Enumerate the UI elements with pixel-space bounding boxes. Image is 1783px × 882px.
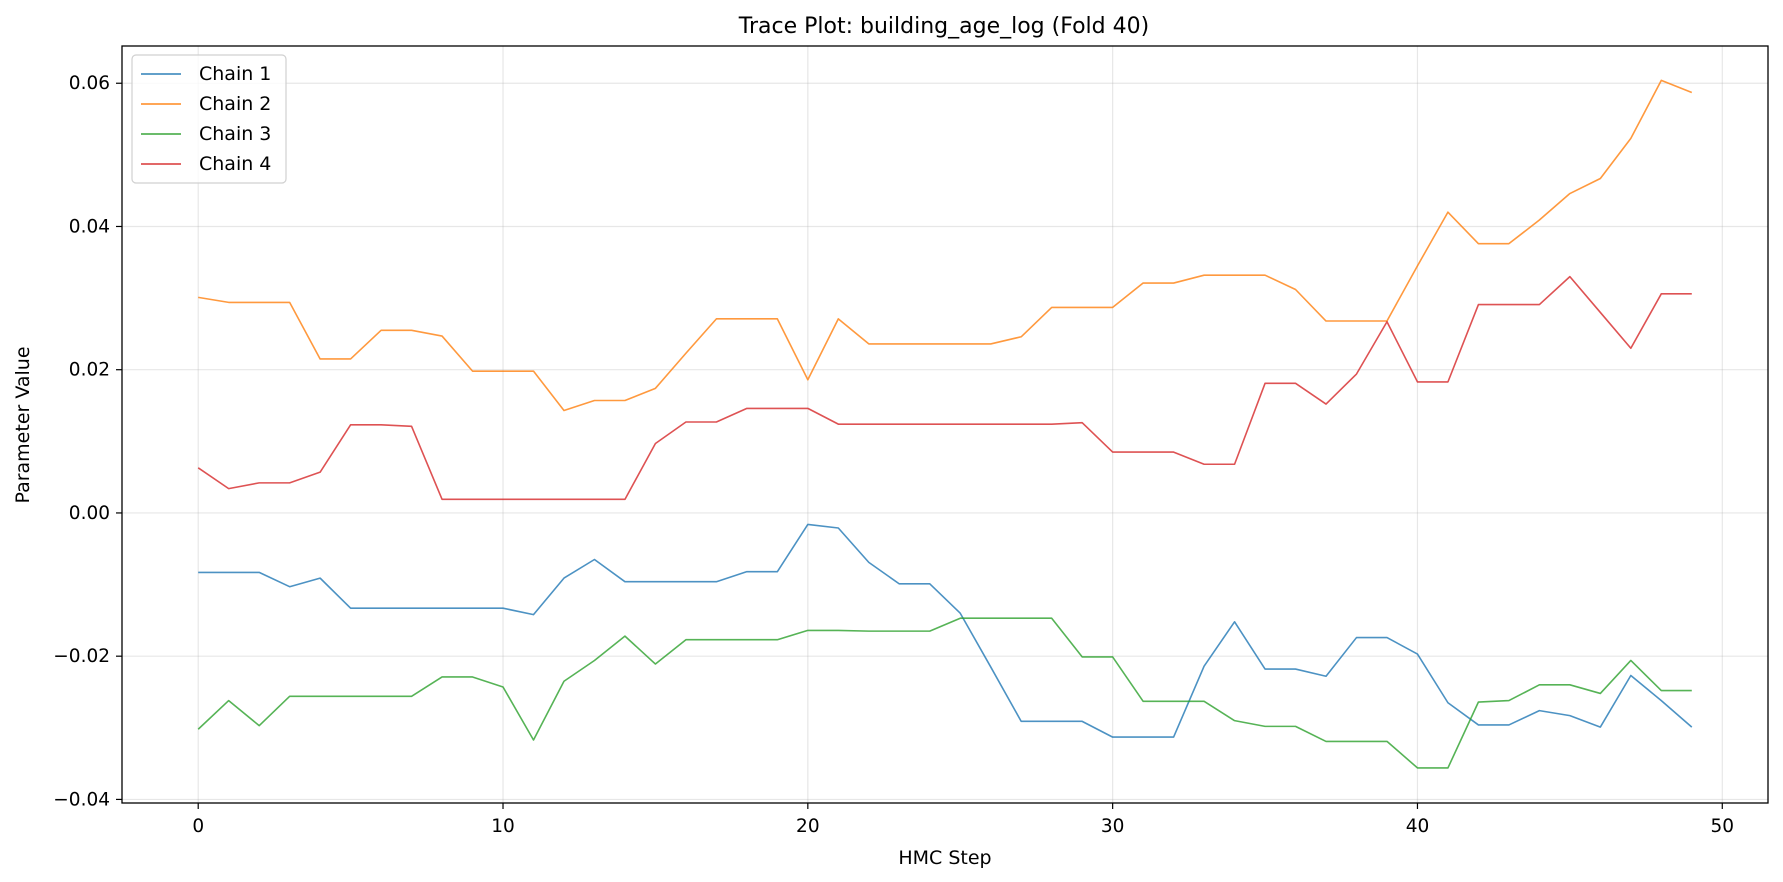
x-tick-label: 30 — [1101, 816, 1125, 837]
y-tick-label: 0.00 — [69, 503, 110, 524]
legend-label: Chain 1 — [199, 63, 271, 85]
legend-box — [131, 54, 287, 184]
x-tick-label: 20 — [796, 816, 820, 837]
y-axis-ticks: −0.04 −0.02 0.00 0.02 0.04 0.06 — [53, 73, 122, 810]
y-tick-label: 0.02 — [69, 360, 110, 381]
y-tick-label: −0.02 — [53, 646, 110, 667]
series-line-chain-3 — [197, 617, 1692, 769]
axes-frame — [121, 45, 1769, 804]
x-axis-label: HMC Step — [898, 847, 991, 869]
x-tick-label: 40 — [1406, 816, 1430, 837]
x-tick-label: 0 — [192, 816, 204, 837]
y-tick-label: 0.04 — [69, 216, 110, 237]
y-tick-label: −0.04 — [53, 789, 110, 810]
grid — [122, 46, 1768, 803]
chart-title: Trace Plot: building_age_log (Fold 40) — [738, 14, 1149, 39]
x-tick-label: 10 — [491, 816, 515, 837]
y-tick-label: 0.06 — [69, 73, 110, 94]
x-tick-label: 50 — [1711, 816, 1735, 837]
series-line-chain-2 — [198, 79, 1693, 412]
plot-series — [197, 79, 1693, 769]
legend-label: Chain 3 — [199, 123, 271, 145]
series-line-chain-4 — [197, 275, 1692, 501]
x-axis-ticks: 0 10 20 30 40 50 — [192, 803, 1734, 837]
legend-label: Chain 4 — [199, 153, 271, 175]
legend-label: Chain 2 — [199, 93, 271, 115]
series-line-chain-1 — [198, 523, 1693, 738]
y-axis-label: Parameter Value — [12, 346, 34, 503]
legend: Chain 1 Chain 2 Chain 3 Chain 4 — [131, 54, 287, 184]
